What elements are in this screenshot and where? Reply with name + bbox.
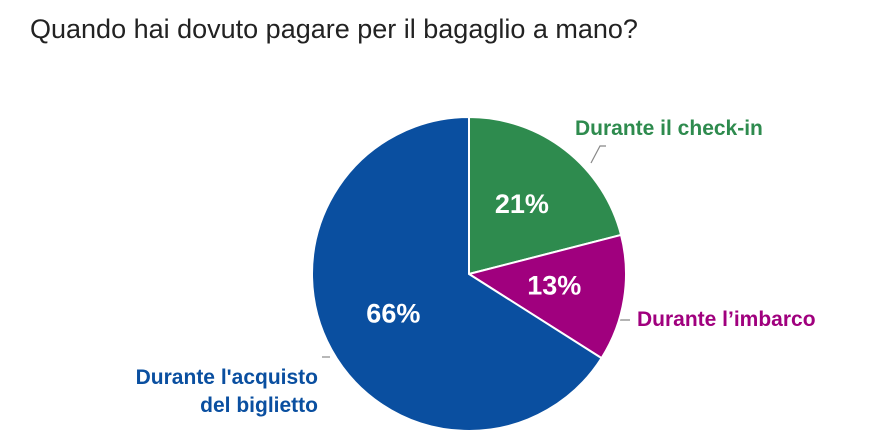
value-label: 21% (495, 189, 549, 219)
chart-title: Quando hai dovuto pagare per il bagaglio… (30, 14, 638, 44)
pie-slice (468, 115, 623, 276)
category-label: Durante il check-in (575, 117, 763, 140)
pie-slice (311, 115, 603, 432)
category-label: Durante l'acquisto del biglietto (135, 366, 318, 417)
category-label: Durante l’imbarco (637, 308, 816, 331)
value-label: 13% (527, 271, 581, 301)
leader-line (590, 145, 606, 164)
value-label: 66% (366, 299, 420, 329)
pie-slice (466, 233, 627, 360)
